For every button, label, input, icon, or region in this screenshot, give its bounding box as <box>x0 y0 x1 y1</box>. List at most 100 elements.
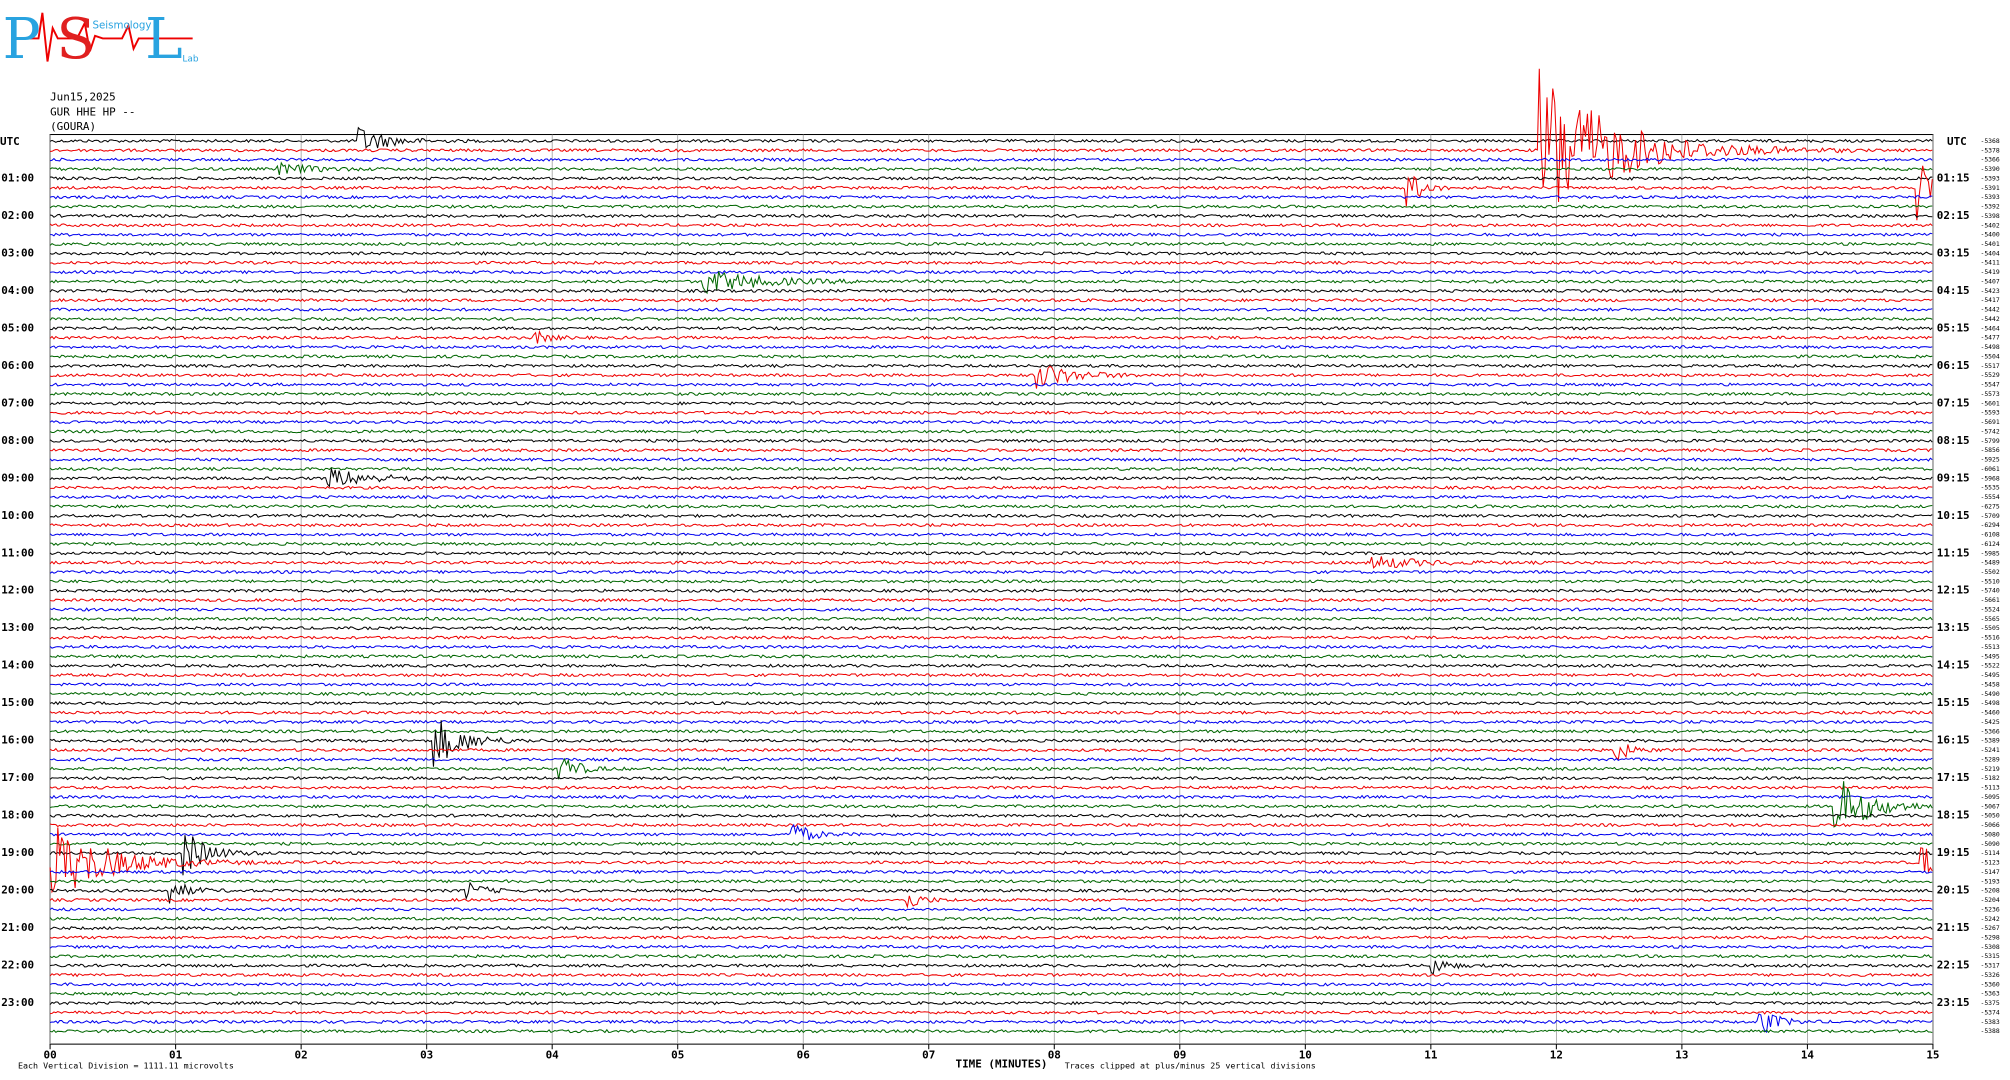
waveform <box>49 879 1933 884</box>
waveform <box>49 972 1933 978</box>
trace-offset: -5147 <box>1980 868 1999 876</box>
waveform <box>49 822 1933 828</box>
waveform <box>50 382 1933 387</box>
waveform <box>49 635 1933 640</box>
trace-offset: -5442 <box>1980 306 1999 314</box>
waveform <box>50 326 1933 331</box>
x-tick-label: 03 <box>420 1049 433 1062</box>
trace-offset: -5740 <box>1980 587 1999 595</box>
trace-offset: -5383 <box>1980 1018 1999 1026</box>
waveform <box>49 729 1933 734</box>
left-hour-label: 15:00 <box>1 696 34 709</box>
waveform <box>49 944 1933 950</box>
waveform <box>49 775 1933 781</box>
trace-offset: -5241 <box>1980 746 1999 754</box>
waveform <box>50 579 1933 584</box>
right-hour-label: 07:15 <box>1937 396 1970 409</box>
trace-offset: -6294 <box>1980 521 1999 529</box>
waveform <box>49 194 1933 200</box>
waveform <box>49 363 1933 369</box>
trace-offset: -5691 <box>1980 418 1999 426</box>
trace-offset: -5374 <box>1980 1008 1999 1016</box>
trace-offset: -5391 <box>1980 184 1999 192</box>
waveform <box>50 447 1933 453</box>
left-hour-label: 20:00 <box>1 884 34 897</box>
waveform <box>49 757 1933 780</box>
waveform <box>49 569 1933 575</box>
waveform <box>50 232 1933 237</box>
waveform <box>49 720 1933 767</box>
trace-offset: -5985 <box>1980 549 1999 557</box>
trace-offset: -5204 <box>1980 896 1999 904</box>
trace-offset: -5267 <box>1980 924 1999 932</box>
waveform <box>49 835 1933 876</box>
trace-offset: -5554 <box>1980 493 1999 501</box>
waveform <box>49 298 1933 303</box>
right-hour-label: 18:15 <box>1937 809 1970 822</box>
trace-offset: -5090 <box>1980 840 1999 848</box>
waveform <box>49 365 1933 389</box>
waveform <box>49 710 1933 715</box>
waveform <box>49 329 1933 344</box>
left-hour-label: 17:00 <box>1 771 34 784</box>
x-tick-label: 13 <box>1675 1049 1688 1062</box>
waveform <box>49 271 1933 295</box>
waveform <box>50 881 1933 904</box>
trace-offset: -6275 <box>1980 502 1999 510</box>
waveform <box>49 1000 1933 1006</box>
waveform <box>49 785 1933 790</box>
x-tick-label: 11 <box>1424 1049 1438 1062</box>
right-hour-label: 11:15 <box>1937 546 1970 559</box>
trace-offset: -5066 <box>1980 821 1999 829</box>
left-hour-label: 12:00 <box>1 584 34 597</box>
trace-offset: -5477 <box>1980 334 1999 342</box>
waveform <box>49 982 1933 987</box>
left-hour-label: 02:00 <box>1 209 34 222</box>
trace-offset: -5742 <box>1980 427 1999 435</box>
right-hour-label: 06:15 <box>1937 359 1970 372</box>
logo-letter: L <box>145 7 183 72</box>
x-tick-label: 02 <box>295 1049 308 1062</box>
x-tick-label: 01 <box>169 1049 183 1062</box>
right-hour-label: 13:15 <box>1937 621 1970 634</box>
trace-offset: -5442 <box>1980 315 1999 323</box>
waveform <box>49 827 1933 894</box>
trace-offset: -5661 <box>1980 596 1999 604</box>
logo-letter: P <box>3 7 41 72</box>
right-hour-label: 02:15 <box>1937 209 1970 222</box>
logo-wave <box>25 12 193 62</box>
trace-offset: -5565 <box>1980 615 1999 623</box>
trace-offset: -5593 <box>1980 409 1999 417</box>
trace-offset: -5925 <box>1980 456 1999 464</box>
trace-offset: -5080 <box>1980 830 1999 838</box>
waveform <box>50 176 1933 181</box>
trace-offset: -5601 <box>1980 399 1999 407</box>
waveform <box>50 682 1933 687</box>
left-hour-label: 09:00 <box>1 471 34 484</box>
trace-offset: -5400 <box>1980 231 1999 239</box>
waveform <box>49 607 1933 612</box>
waveform <box>49 895 1933 909</box>
trace-offset: -5709 <box>1980 512 1999 520</box>
trace-offset: -5398 <box>1980 212 1999 220</box>
trace-offset: -5326 <box>1980 971 1999 979</box>
waveform <box>49 813 1933 818</box>
trace-offset: -5498 <box>1980 343 1999 351</box>
labels: 00 01 02 03 04 05 06 07 08 09 10 11 12 13 14 15 01:00 02:… <box>1 137 2000 1062</box>
waveform <box>49 1028 1933 1034</box>
right-hour-label: 04:15 <box>1937 284 1970 297</box>
trace-offset: -5423 <box>1980 287 1999 295</box>
waveform <box>49 588 1933 593</box>
waveform <box>49 960 1933 975</box>
trace-offset: -5360 <box>1980 980 1999 988</box>
waveform <box>49 841 1933 846</box>
trace-offset: -5289 <box>1980 755 1999 763</box>
waveform <box>49 429 1933 434</box>
trace-offset: -5968 <box>1980 474 1999 482</box>
logo: P S L Seismology Lab <box>3 7 199 72</box>
trace-offset: -5366 <box>1980 727 1999 735</box>
trace-offset: -5317 <box>1980 962 1999 970</box>
trace-offset: -5236 <box>1980 905 1999 913</box>
